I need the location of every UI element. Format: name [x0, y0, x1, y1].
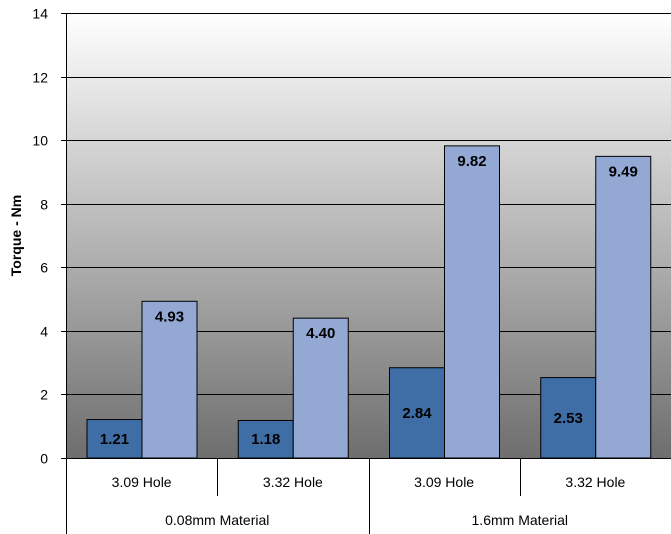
- category-label: 3.09 Hole: [414, 474, 474, 490]
- y-tick-label: 12: [32, 70, 48, 86]
- category-label: 3.32 Hole: [263, 474, 323, 490]
- data-label: 4.93: [155, 308, 184, 325]
- y-axis-title: Torque - Nm: [8, 195, 24, 276]
- category-label: 3.09 Hole: [112, 474, 172, 490]
- y-tick-label: 2: [40, 387, 48, 403]
- data-label: 9.49: [609, 163, 638, 180]
- category-label: 3.32 Hole: [565, 474, 625, 490]
- data-label: 9.82: [457, 153, 486, 170]
- data-labels: 1.21 1.18 2.84 2.53 4.93 4.40 9.82 9.49: [100, 153, 638, 448]
- bar: [237, 419, 294, 459]
- axes: [61, 13, 671, 459]
- y-tick-label: 6: [40, 260, 48, 276]
- data-label: 2.53: [554, 410, 583, 427]
- y-tick-label: 14: [32, 6, 48, 22]
- data-label: 4.40: [306, 325, 335, 342]
- bar: [540, 377, 597, 459]
- category-labels: 3.09 Hole 3.32 Hole 3.09 Hole 3.32 Hole 0.08…: [66, 458, 626, 534]
- y-tick-label: 0: [40, 451, 48, 467]
- bar: [444, 145, 500, 459]
- group-label: 1.6mm Material: [472, 512, 568, 528]
- bar: [595, 155, 652, 459]
- group-label: 0.08mm Material: [165, 512, 269, 528]
- y-ticks: 0 2 4 6 8 10 12 14: [32, 6, 66, 467]
- y-tick-label: 10: [32, 133, 48, 149]
- data-label: 1.21: [100, 431, 129, 448]
- data-label: 1.18: [251, 431, 280, 448]
- bar: [292, 317, 349, 459]
- y-tick-label: 8: [40, 197, 48, 213]
- bar: [141, 300, 198, 459]
- y-tick-label: 4: [40, 324, 48, 340]
- data-label: 2.84: [402, 405, 432, 422]
